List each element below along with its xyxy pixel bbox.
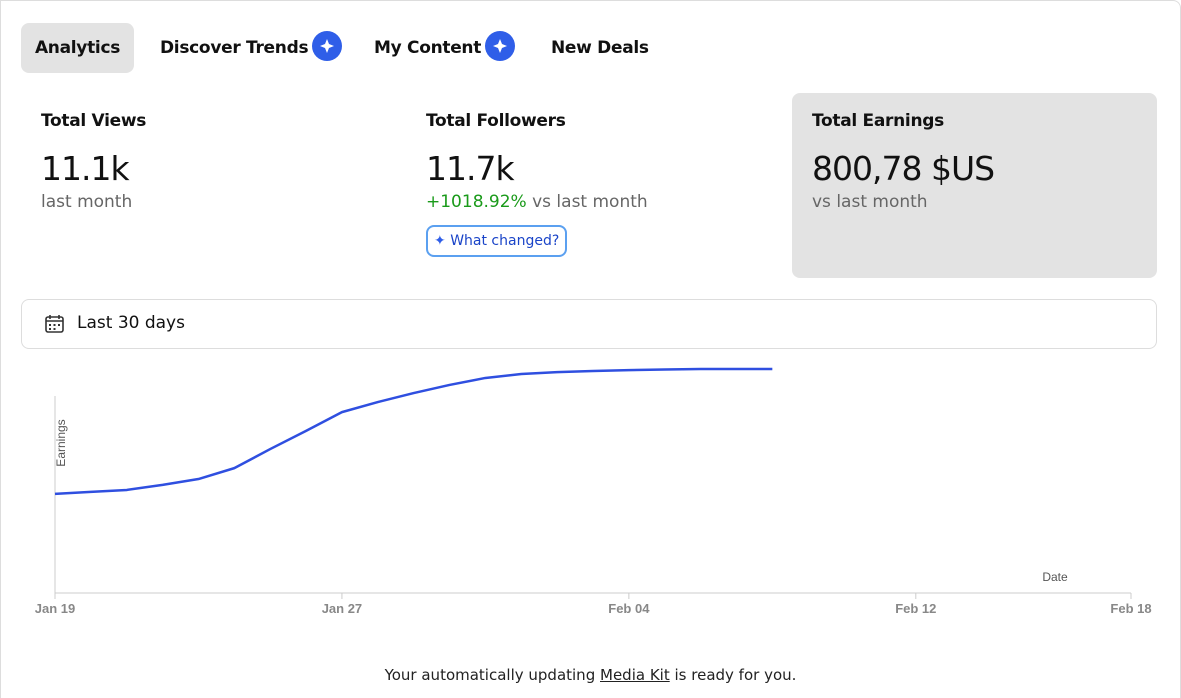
tab[interactable]: New Deals [551,23,649,73]
date-range-picker[interactable]: Last 30 days [21,299,1157,349]
calendar-icon [45,315,64,333]
tab-label: Discover Trends [160,38,309,58]
what-changed-button[interactable]: ✦ What changed? [426,225,568,257]
stat-sub: last month [41,192,133,212]
tab-label: Analytics [34,38,121,58]
tab-label: My Content [374,38,482,58]
date-range-label: Last 30 days [77,313,185,333]
stat-card: Total Earnings 800,78 $US vs last month [792,93,1157,278]
stat-sub: vs last month [812,192,928,212]
stat-label: Total Followers [426,111,566,131]
stat-change: +1018.92% [426,192,527,212]
footer-text: is ready for you. [674,666,797,684]
x-tick-label: Feb 18 [1110,601,1151,616]
sparkle-icon [312,31,343,61]
footer: Your automatically updating Media Kit is… [1,666,1180,684]
stat-sub-text: vs last month [532,192,648,212]
x-tick-label: Jan 27 [322,601,362,616]
button-label: What changed? [450,233,560,249]
stat-card: Total Followers 11.7k +1018.92% vs last … [406,93,766,278]
x-tick-label: Feb 04 [608,601,650,616]
stat-label: Total Views [41,111,147,131]
tab-label: New Deals [551,38,649,58]
x-axis-label: Date [1042,570,1068,584]
stat-value: 11.1k [41,149,130,188]
x-tick-label: Jan 19 [35,601,75,616]
footer-text: Your automatically updating [384,666,596,684]
tab[interactable]: My Content [374,23,516,73]
tab[interactable]: Analytics [21,23,134,73]
stat-label: Total Earnings [812,111,944,131]
sparkle-icon [485,31,516,61]
stat-value: 11.7k [426,149,515,188]
y-axis-label: Earnings [54,419,68,466]
stat-card: Total Views 11.1k last month [21,93,381,278]
line-series [54,367,773,496]
stat-value: 800,78 $US [812,149,995,188]
stat-sub: +1018.92% vs last month [426,192,648,212]
tab[interactable]: Discover Trends [160,23,343,73]
x-tick-label: Feb 12 [895,601,936,616]
media-kit-link[interactable]: Media Kit [600,666,670,684]
